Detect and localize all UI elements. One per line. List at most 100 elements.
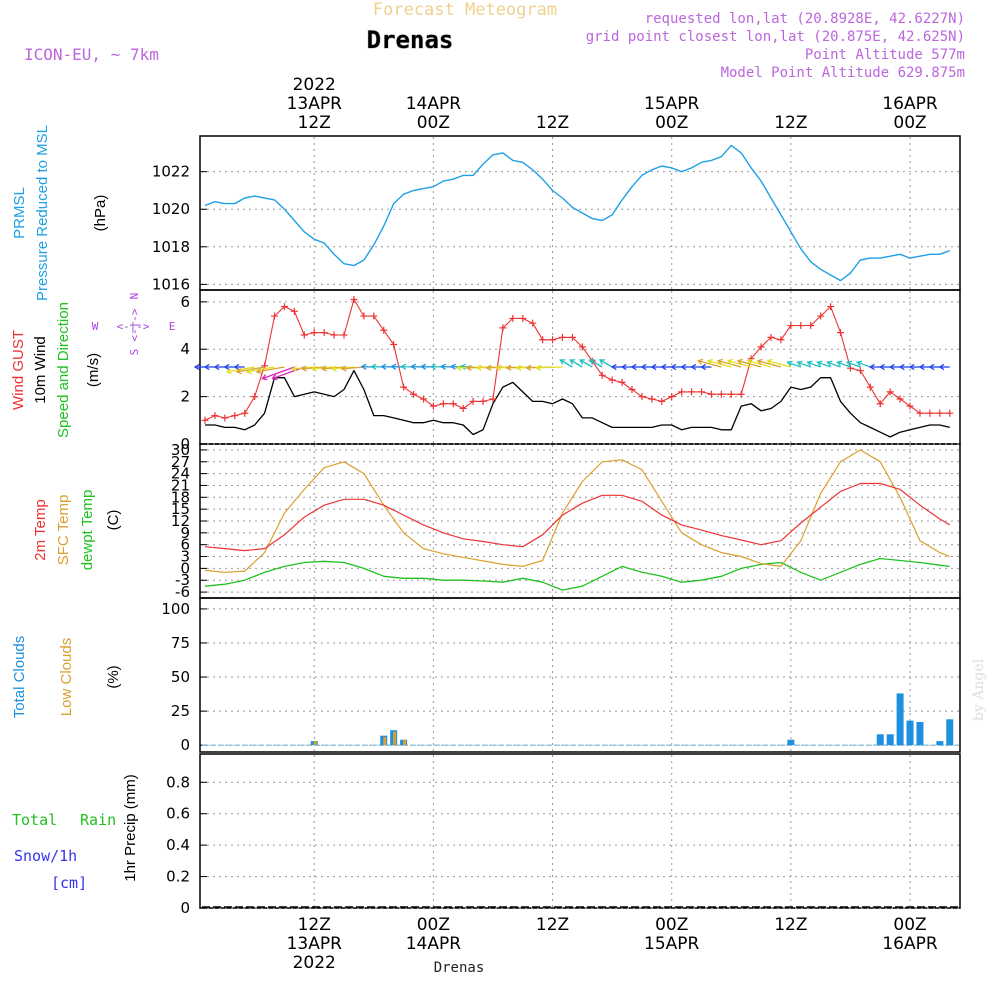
wind-direction-arrowhead [203,363,210,371]
gust-marker [459,404,467,412]
temp-2m-line [204,482,951,552]
wind-direction-arrow [757,360,782,368]
wind-direction-arrow [717,360,742,368]
gust-marker [568,333,576,341]
gust-marker [777,336,785,344]
top-time-label: 16APR [882,94,938,114]
wind-direction-arrowhead [193,363,200,371]
bottom-time-label: 2022 [293,953,336,973]
gust-marker [310,329,318,337]
temp-sfc-label: SFC Temp [55,495,72,566]
y-tick-label: 0.2 [166,868,190,886]
wind-direction-arrow [256,366,285,373]
wind-direction-arrowhead [845,360,853,367]
gust-marker [926,409,934,417]
total-clouds-bar [946,719,954,746]
wind-speed-line [205,369,950,438]
wind-unit: (m/s) [85,353,102,387]
bottom-time-label: 12Z [536,915,569,935]
gust-marker [499,324,507,332]
model-point-altitude: Model Point Altitude 629.875m [721,65,965,81]
gust-marker [886,388,894,396]
gust-marker [618,378,626,386]
wind-direction-arrowhead [495,364,502,371]
y-tick-label: 24 [171,465,190,483]
bottom-time-label: 12Z [298,915,331,935]
wind-direction-arrowhead [816,360,823,367]
bottom-time-label: 16APR [882,934,938,954]
gust-marker [519,314,527,322]
y-tick-label: 0 [180,435,190,453]
y-tick-label: 0 [180,559,190,577]
wind-gust-line [204,298,950,421]
wind-direction-arrow [817,361,831,368]
y-tick-label: 0 [180,899,190,917]
wind-direction-arrowhead [223,363,230,371]
gust-marker [429,402,437,410]
gust-marker [271,312,279,320]
y-tick-label: 1018 [152,238,190,256]
y-tick-label: 1020 [152,200,190,218]
total-clouds-bar [936,741,944,746]
wind-direction-arrow [599,359,613,368]
gust-marker [817,312,825,320]
wind-direction-arrow [747,360,772,368]
wind-direction-arrow [246,366,275,373]
super-title: Forecast Meteogram [373,0,557,20]
gust-marker [946,409,954,417]
wind-direction-arrowhead [578,359,586,365]
wind-direction-arrowhead [340,365,347,372]
bottom-time-label: 14APR [406,934,462,954]
point-altitude: Point Altitude 577m [805,47,965,63]
wind-direction-arrow [226,366,255,373]
y-tick-label: 4 [180,340,190,358]
compass-south: S [128,349,141,356]
gust-marker [797,322,805,330]
y-tick-label: 12 [171,512,190,530]
precip-unit: 1hr Precip (mm) [122,774,139,882]
page-title: Drenas [367,26,454,54]
gust-marker [558,333,566,341]
gust-marker [688,388,696,396]
wind-direction-arrowhead [690,363,697,371]
y-tick-label: 0.8 [166,773,190,791]
y-tick-label: 6 [180,536,190,554]
top-time-label: 12Z [774,113,807,133]
wind-direction-arrowhead [459,363,466,370]
wind-direction-arrow [797,361,811,368]
gust-marker [469,397,477,405]
precip-panel-frame [199,753,961,909]
top-time-label: 14APR [406,94,462,114]
wind-direction-arrowhead [806,360,813,367]
gust-marker [628,386,636,394]
gust-marker [320,329,328,337]
top-time-label: 12Z [298,113,331,133]
wind-direction-arrowhead [485,364,492,371]
gust-marker [400,383,408,391]
y-tick-label: -6 [175,583,190,601]
temp-unit: (C) [105,510,122,531]
wind-direction-arrow [856,361,871,368]
y-tick-label: 1016 [152,275,190,293]
wind-direction-arrowhead [320,365,327,372]
wind-direction-arrowhead [430,363,437,370]
gust-marker [549,336,557,344]
wind-direction-arrowhead [868,363,875,371]
gust-marker [638,393,646,401]
total-clouds-bar [886,734,894,746]
clouds-panel-frame [199,597,961,753]
wind-direction-arrowhead [559,359,566,365]
y-tick-label: 2 [180,388,190,406]
gust-marker [410,390,418,398]
compass-vertical-arrow: <-|-> [128,308,141,341]
grid-point-location: grid point closest lon,lat (20.875E, 42.… [586,29,965,45]
y-tick-label: -3 [175,571,190,589]
model-label: ICON-EU, ~ 7km [24,45,159,64]
gust-marker [390,340,398,348]
data-series [193,144,958,908]
wind-direction-arrowhead [410,363,417,370]
wind-direction-arrow [837,361,851,368]
gust-marker [608,376,616,384]
wind-direction-arrowhead [300,365,307,372]
top-time-label: 12Z [536,113,569,133]
